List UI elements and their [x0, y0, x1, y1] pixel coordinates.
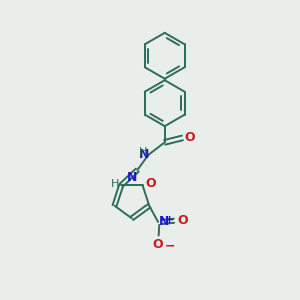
Text: H: H — [138, 147, 147, 158]
Text: N: N — [159, 215, 169, 228]
Text: H: H — [111, 179, 119, 189]
Text: N: N — [139, 148, 149, 160]
Text: +: + — [164, 214, 174, 225]
Text: −: − — [164, 239, 175, 252]
Text: O: O — [178, 214, 188, 227]
Text: O: O — [184, 131, 195, 144]
Text: O: O — [153, 238, 164, 251]
Text: O: O — [145, 177, 156, 190]
Text: N: N — [126, 171, 137, 184]
